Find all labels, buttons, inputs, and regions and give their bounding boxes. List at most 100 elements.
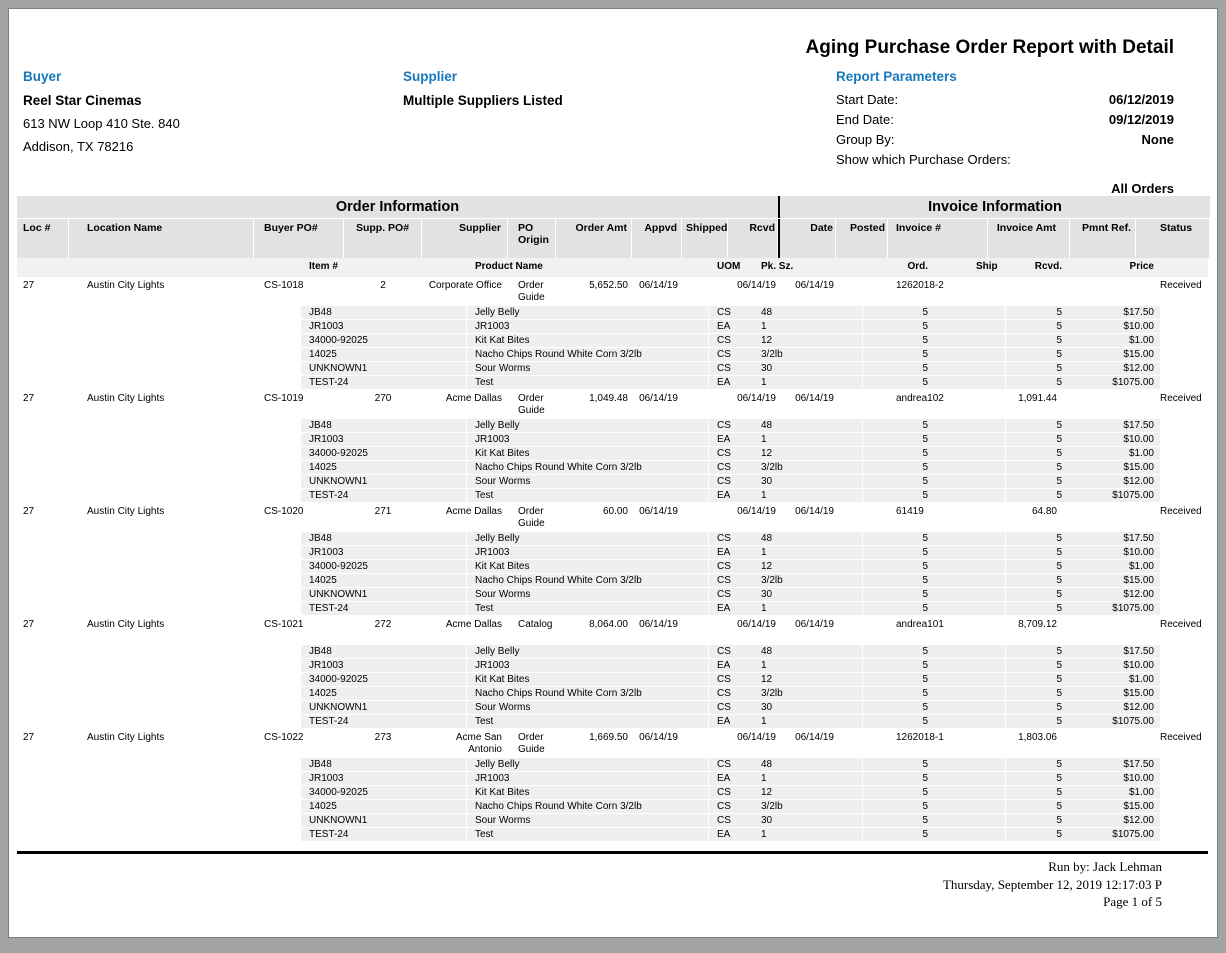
cell-price: $1.00 [1128,335,1154,346]
cell-item-no: 14025 [301,574,466,588]
col-ord: Ord. [907,261,928,272]
end-date-label: End Date: [836,112,894,127]
cell-pmnt-ref [1070,277,1136,306]
po-items: JB48 Jelly Belly CS 48 5 5 $17.50 JR1003… [17,758,1208,842]
item-row: UNKNOWN1 Sour Worms CS 30 5 5 $12.00 [17,362,1208,376]
cell-pk-sz: 48 [761,533,773,544]
item-column-header-row: Item # Product Name UOM Pk. Sz. Ord. Shi… [17,258,1208,277]
cell-pk-sz: 1 [761,660,767,671]
po-items: JB48 Jelly Belly CS 48 5 5 $17.50 JR1003… [17,532,1208,616]
po-items: JB48 Jelly Belly CS 48 5 5 $17.50 JR1003… [17,645,1208,729]
cell-product-name: Nacho Chips Round White Corn 3/2lb [467,348,708,362]
cell-uom: CS [717,759,731,770]
cell-item-rcvd: 5 [1056,674,1062,685]
cell-uom: CS [717,801,731,812]
cell-appvd: 06/14/19 [639,393,678,404]
report-title: Aging Purchase Order Report with Detail [805,37,1174,58]
cell-item-no: TEST-24 [301,489,466,503]
col-item-rcvd: Rcvd. [1034,261,1062,272]
cell-buyer-po: CS-1019 [264,393,304,404]
cell-uom: CS [717,307,731,318]
po-summary-row: 27 Austin City Lights CS-1020 271 Acme D… [17,503,1208,532]
cell-item-rcvd: 5 [1056,787,1062,798]
cell-invoice-amt: 64.80 [1031,506,1057,517]
cell-price: $10.00 [1123,773,1154,784]
cell-ship [928,376,1005,389]
cell-item-rcvd: 5 [1056,462,1062,473]
cell-order-amt: 1,669.50 [589,732,628,743]
cell-item-rcvd: 5 [1056,533,1062,544]
cell-price: $1075.00 [1112,377,1154,388]
cell-supp-po: 272 [374,619,392,630]
cell-product-name: Kit Kat Bites [467,673,708,687]
cell-date: 06/14/19 [795,393,834,404]
item-row: 34000-92025 Kit Kat Bites CS 12 5 5 $1.0… [17,447,1208,461]
cell-item-rcvd: 5 [1056,307,1062,318]
cell-pk-sz: 30 [761,815,773,826]
cell-rcvd: 06/14/19 [737,393,776,404]
cell-price: $15.00 [1123,688,1154,699]
cell-supplier: Acme Dallas [445,506,502,517]
cell-posted [836,503,888,532]
item-row: TEST-24 Test EA 1 5 5 $1075.00 [17,376,1208,390]
cell-buyer-po: CS-1022 [264,732,304,743]
cell-ord: 5 [922,490,928,501]
cell-item-no: 14025 [301,348,466,362]
cell-supp-po: 271 [374,506,392,517]
cell-location: Austin City Lights [87,393,165,404]
cell-pk-sz: 3/2lb [761,688,783,699]
section-divider [778,196,780,218]
cell-item-no: JB48 [301,306,466,320]
cell-posted [836,390,888,419]
cell-ship [928,673,1005,686]
cell-product-name: Nacho Chips Round White Corn 3/2lb [467,461,708,475]
cell-price: $12.00 [1123,589,1154,600]
run-by: Run by: Jack Lehman [1048,859,1162,874]
cell-item-no: JR1003 [301,772,466,786]
item-row: TEST-24 Test EA 1 5 5 $1075.00 [17,489,1208,503]
cell-item-no: 34000-92025 [301,560,466,574]
cell-appvd: 06/14/19 [639,732,678,743]
cell-product-name: Jelly Belly [467,306,708,320]
cell-pk-sz: 30 [761,589,773,600]
cell-item-no: 34000-92025 [301,786,466,800]
table-group-header: Order Information Invoice Information [17,196,1210,218]
cell-product-name: Test [467,489,708,503]
cell-item-rcvd: 5 [1056,688,1062,699]
cell-uom: CS [717,476,731,487]
cell-price: $15.00 [1123,575,1154,586]
col-po-origin: PO Origin [508,219,556,258]
start-date-label: Start Date: [836,92,899,107]
cell-ord: 5 [922,476,928,487]
cell-product-name: Kit Kat Bites [467,334,708,348]
cell-price: $10.00 [1123,321,1154,332]
col-shipped: Shipped [682,219,728,258]
cell-order-amt: 1,049.48 [589,393,628,404]
cell-status: Received [1160,280,1202,291]
col-date: Date [780,219,836,258]
cell-uom: EA [717,603,731,614]
cell-invoice-amt: 1,803.06 [1018,732,1057,743]
cell-uom: EA [717,773,731,784]
cell-ord: 5 [922,589,928,600]
cell-price: $1.00 [1128,674,1154,685]
item-row: 34000-92025 Kit Kat Bites CS 12 5 5 $1.0… [17,560,1208,574]
po-items: JB48 Jelly Belly CS 48 5 5 $17.50 JR1003… [17,306,1208,390]
cell-uom: CS [717,688,731,699]
cell-location: Austin City Lights [87,506,165,517]
cell-supplier: Corporate Office [428,280,502,291]
cell-price: $12.00 [1123,815,1154,826]
cell-rcvd: 06/14/19 [737,732,776,743]
cell-product-name: Kit Kat Bites [467,560,708,574]
cell-ord: 5 [922,674,928,685]
supplier-value: Multiple Suppliers Listed [403,93,563,108]
cell-pk-sz: 48 [761,420,773,431]
cell-pk-sz: 48 [761,759,773,770]
param-end-date: End Date: 09/12/2019 [836,112,1174,127]
col-buyer-po: Buyer PO# [254,219,344,258]
cell-loc: 27 [23,506,35,517]
cell-pk-sz: 3/2lb [761,462,783,473]
col-uom: UOM [717,261,741,272]
cell-item-rcvd: 5 [1056,434,1062,445]
cell-ship [928,574,1005,587]
